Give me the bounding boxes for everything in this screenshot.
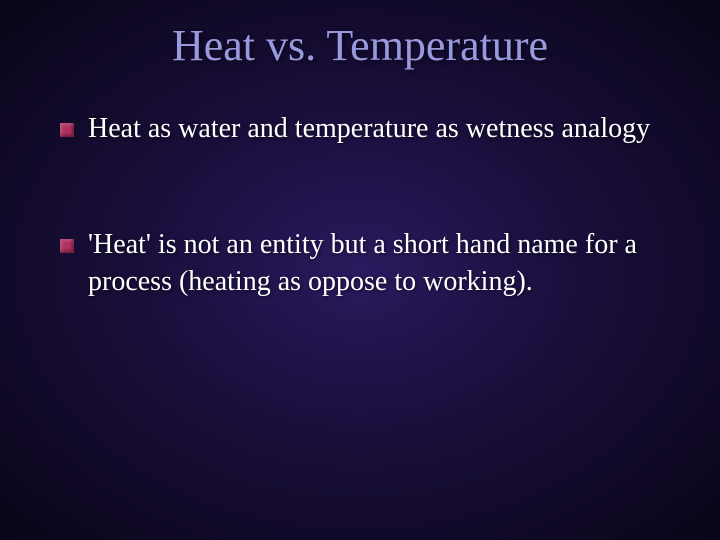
slide-container: Heat vs. Temperature Heat as water and t… bbox=[0, 0, 720, 540]
bullet-item: 'Heat' is not an entity but a short hand… bbox=[60, 227, 660, 300]
bullet-list: Heat as water and temperature as wetness… bbox=[60, 111, 660, 300]
slide-title: Heat vs. Temperature bbox=[60, 20, 660, 71]
bullet-item: Heat as water and temperature as wetness… bbox=[60, 111, 660, 147]
